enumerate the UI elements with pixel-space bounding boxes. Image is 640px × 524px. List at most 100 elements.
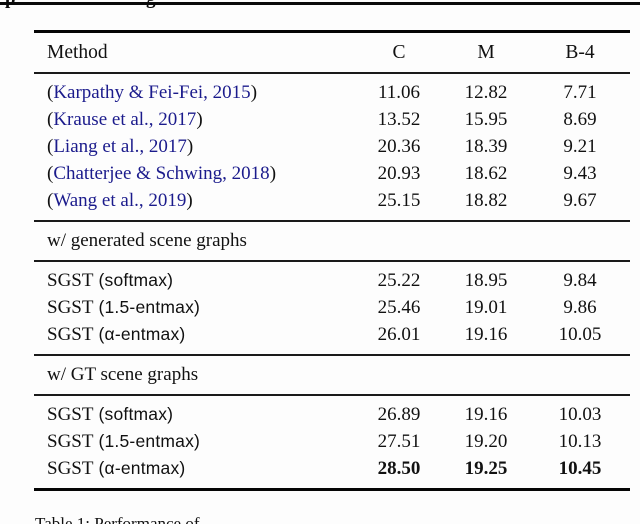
table-row: SGST (1.5-entmax) 27.51 19.20 10.13 <box>34 428 630 455</box>
citation-link[interactable]: Liang et al., 2017 <box>53 135 187 157</box>
table-row: SGST (1.5-entmax) 25.46 19.01 9.86 <box>34 294 630 321</box>
method-cell: SGST (softmax) <box>34 404 356 426</box>
cider-value: 20.36 <box>377 135 421 157</box>
method-cell: SGST (softmax) <box>34 270 356 292</box>
bleu4-value: 9.67 <box>563 189 597 211</box>
model-variant: (softmax) <box>98 403 174 424</box>
model-variant: (1.5-entmax) <box>98 430 201 451</box>
model-variant: (α-entmax) <box>98 457 186 478</box>
citation-link[interactable]: Karpathy & Fei-Fei, 2015 <box>53 81 251 103</box>
table-row: (Krause et al., 2017) 13.52 15.95 8.69 <box>34 106 630 133</box>
column-header-bleu4: B-4 <box>565 41 595 63</box>
model-name: SGST <box>47 269 94 291</box>
paren: ( <box>47 162 54 184</box>
bleu4-value: 10.03 <box>558 403 602 425</box>
cider-value: 25.15 <box>377 189 421 211</box>
meteor-value: 19.01 <box>464 296 508 318</box>
meteor-value: 18.62 <box>464 162 508 184</box>
section-rule <box>34 394 630 396</box>
meteor-value: 19.20 <box>464 430 508 452</box>
table-row: (Karpathy & Fei-Fei, 2015) 11.06 12.82 7… <box>34 79 630 106</box>
table-bottom-rule <box>34 488 630 491</box>
section-rule <box>34 220 630 222</box>
subsection-header-gt: w/ GT scene graphs <box>34 356 630 394</box>
table-top-rule <box>34 30 630 33</box>
meteor-value: 18.39 <box>464 135 508 157</box>
cider-value: 26.89 <box>377 403 421 425</box>
table-row-best: SGST (α-entmax) 28.50 19.25 10.45 <box>34 455 630 482</box>
results-table: Method C M B-4 (Karpathy & Fei-Fei, 2015… <box>34 30 630 491</box>
paren: ( <box>47 108 54 130</box>
paren: ( <box>47 135 54 157</box>
method-cell: SGST (α-entmax) <box>34 324 356 346</box>
table-row: SGST (softmax) 25.22 18.95 9.84 <box>34 267 630 294</box>
method-cell: (Liang et al., 2017) <box>34 136 356 158</box>
citation-link[interactable]: Wang et al., 2019 <box>53 189 187 211</box>
meteor-value: 19.25 <box>464 457 508 479</box>
method-cell: (Karpathy & Fei-Fei, 2015) <box>34 82 356 104</box>
subsection-label: w/ GT scene graphs <box>47 364 199 385</box>
table-row: (Chatterjee & Schwing, 2018) 20.93 18.62… <box>34 160 630 187</box>
model-variant: (softmax) <box>98 269 174 290</box>
paren: ) <box>196 108 203 130</box>
model-name: SGST <box>47 457 94 479</box>
cider-value: 26.01 <box>377 323 421 345</box>
bleu4-value: 8.69 <box>563 108 597 130</box>
model-name: SGST <box>47 430 94 452</box>
paren: ) <box>250 81 258 103</box>
meteor-value: 18.95 <box>464 269 508 291</box>
section-rule <box>34 260 630 262</box>
meteor-value: 18.82 <box>464 189 508 211</box>
table-caption-clipped: Table 1: Performance of <box>35 514 635 524</box>
method-cell: SGST (α-entmax) <box>34 458 356 480</box>
method-cell: (Krause et al., 2017) <box>34 109 356 131</box>
model-variant: (α-entmax) <box>98 323 186 344</box>
meteor-value: 12.82 <box>464 81 508 103</box>
paren: ( <box>47 189 54 211</box>
cider-value: 13.52 <box>377 108 421 130</box>
meteor-value: 19.16 <box>464 403 508 425</box>
cider-value: 27.51 <box>377 430 421 452</box>
citation-link[interactable]: Krause et al., 2017 <box>53 108 197 130</box>
paren: ) <box>186 189 193 211</box>
bleu4-value: 9.86 <box>563 296 597 318</box>
header-mid-rule <box>34 72 630 74</box>
bleu4-value: 9.43 <box>563 162 597 184</box>
bleu4-value: 9.84 <box>563 269 597 291</box>
cider-value: 25.22 <box>377 269 421 291</box>
generated-graphs-section: SGST (softmax) 25.22 18.95 9.84 SGST (1.5-… <box>34 262 630 354</box>
cider-value: 20.93 <box>377 162 421 184</box>
column-header-meteor: M <box>477 41 495 63</box>
method-cell: (Wang et al., 2019) <box>34 190 356 212</box>
caption-text: Performance of <box>94 514 200 524</box>
meteor-value: 19.16 <box>464 323 508 345</box>
gt-graphs-section: SGST (softmax) 26.89 19.16 10.03 SGST (1.5… <box>34 396 630 488</box>
table-row: SGST (softmax) 26.89 19.16 10.03 <box>34 401 630 428</box>
method-cell: SGST (1.5-entmax) <box>34 431 356 453</box>
citation-link[interactable]: Chatterjee & Schwing, 2018 <box>53 162 270 184</box>
column-header-cider: C <box>392 41 406 63</box>
paren: ) <box>186 135 194 157</box>
model-variant: (1.5-entmax) <box>98 296 201 317</box>
table-row: (Liang et al., 2017) 20.36 18.39 9.21 <box>34 133 630 160</box>
bleu4-value: 10.13 <box>558 430 602 452</box>
paren: ) <box>269 162 277 184</box>
bleu4-value: 9.21 <box>563 135 597 157</box>
model-name: SGST <box>47 403 94 425</box>
cropped-previous-content: p g <box>0 0 640 10</box>
method-cell: (Chatterjee & Schwing, 2018) <box>34 163 356 185</box>
cider-value: 28.50 <box>377 457 421 479</box>
table-header-row: Method C M B-4 <box>34 33 630 72</box>
cider-value: 25.46 <box>377 296 421 318</box>
paren: ( <box>47 81 54 103</box>
horizontal-rule <box>0 2 640 5</box>
section-rule <box>34 354 630 356</box>
table-row: SGST (α-entmax) 26.01 19.16 10.05 <box>34 321 630 348</box>
method-cell: SGST (1.5-entmax) <box>34 297 356 319</box>
table-row: (Wang et al., 2019) 25.15 18.82 9.67 <box>34 187 630 214</box>
model-name: SGST <box>47 323 94 345</box>
bleu4-value: 10.05 <box>558 323 602 345</box>
caption-label: Table 1: <box>35 514 90 524</box>
subsection-label: w/ generated scene graphs <box>47 230 247 251</box>
model-name: SGST <box>47 296 94 318</box>
